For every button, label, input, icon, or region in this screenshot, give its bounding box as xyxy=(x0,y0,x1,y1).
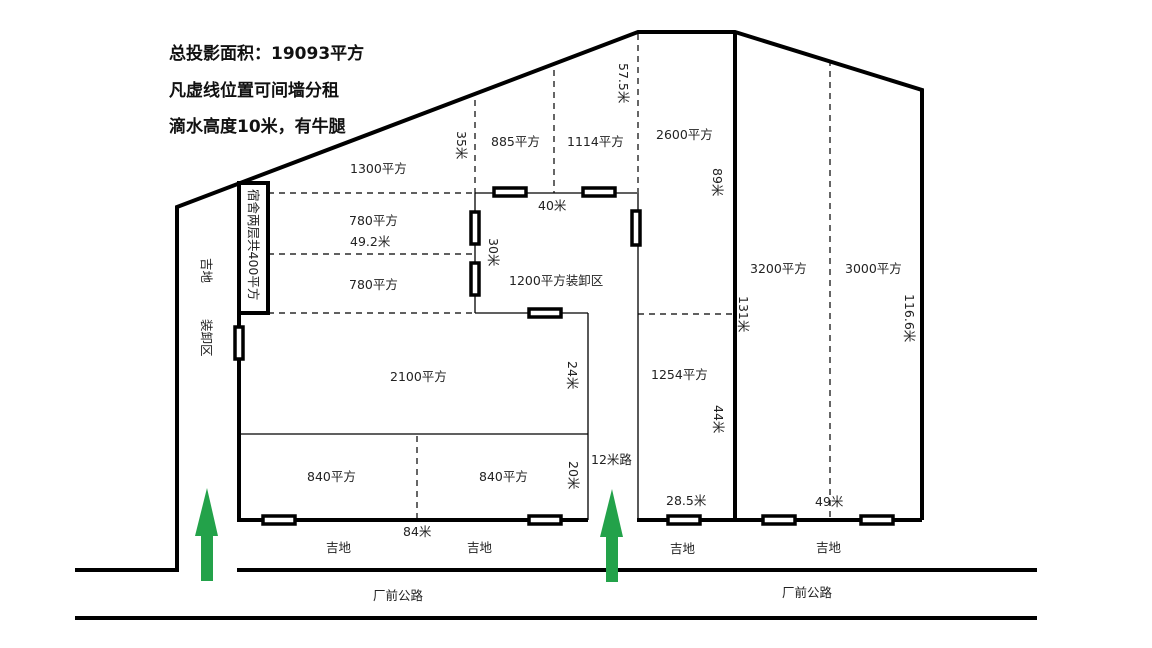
road-label: 厂前公路 xyxy=(373,588,424,603)
door xyxy=(761,514,797,526)
dimension-label: 30米 xyxy=(486,238,501,267)
dimension-label: 20米 xyxy=(566,461,581,490)
area-label: 885平方 xyxy=(491,134,540,149)
entrance-arrow-icon xyxy=(195,488,218,581)
area-label: 1114平方 xyxy=(567,134,624,149)
dimension-label: 116.6米 xyxy=(902,294,917,343)
vacant-land-label: 吉地 xyxy=(199,258,214,284)
area-label: 1254平方 xyxy=(651,367,708,382)
area-label: 1300平方 xyxy=(350,161,407,176)
area-label: 840平方 xyxy=(479,469,528,484)
dormitory-label: 宿舍两层共400平方 xyxy=(246,189,261,300)
dimension-label: 49.2米 xyxy=(350,234,391,249)
entrance-arrows xyxy=(195,488,623,582)
dimension-label: 57.5米 xyxy=(616,63,631,104)
vacant-land-label: 吉地 xyxy=(816,540,842,555)
dimension-label: 24米 xyxy=(565,361,580,390)
dimension-label: 131米 xyxy=(736,296,751,333)
door xyxy=(859,514,895,526)
outer-boundary xyxy=(75,30,924,572)
dimension-label: 84米 xyxy=(403,524,432,539)
doors xyxy=(233,186,895,526)
door xyxy=(261,514,297,526)
loading-area-label: 装卸区 xyxy=(199,319,214,357)
area-label: 2100平方 xyxy=(390,369,447,384)
note-total-area: 总投影面积：19093平方 xyxy=(169,43,364,64)
note-partition: 凡虚线位置可间墙分租 xyxy=(169,80,339,101)
area-label: 3000平方 xyxy=(845,261,902,276)
entrance-arrow-icon xyxy=(600,489,623,582)
area-label: 3200平方 xyxy=(750,261,807,276)
dimension-label: 40米 xyxy=(538,198,567,213)
area-label: 1200平方装卸区 xyxy=(509,273,603,288)
dimension-label: 35米 xyxy=(454,131,469,160)
note-height: 滴水高度10米，有牛腿 xyxy=(169,116,346,137)
door xyxy=(492,186,528,198)
area-label: 840平方 xyxy=(307,469,356,484)
door xyxy=(527,307,563,319)
dimension-label: 28.5米 xyxy=(666,493,707,508)
dimension-label: 49米 xyxy=(815,494,844,509)
dormitory-block xyxy=(237,181,270,315)
door xyxy=(527,514,563,526)
area-label: 2600平方 xyxy=(656,127,713,142)
door xyxy=(630,209,642,247)
dimension-label: 44米 xyxy=(711,405,726,434)
south-building-wall xyxy=(237,313,588,522)
area-label: 780平方 xyxy=(349,213,398,228)
door xyxy=(469,210,481,246)
door xyxy=(233,325,245,361)
vacant-land-label: 吉地 xyxy=(467,540,493,555)
road-label: 厂前公路 xyxy=(782,585,833,600)
vacant-land-label: 吉地 xyxy=(326,540,352,555)
dimension-label: 89米 xyxy=(710,168,725,197)
area-label: 780平方 xyxy=(349,277,398,292)
door xyxy=(666,514,702,526)
road-label: 12米路 xyxy=(591,452,632,467)
partition-lines xyxy=(268,34,831,520)
vacant-land-label: 吉地 xyxy=(670,541,696,556)
door xyxy=(581,186,617,198)
door xyxy=(469,261,481,297)
